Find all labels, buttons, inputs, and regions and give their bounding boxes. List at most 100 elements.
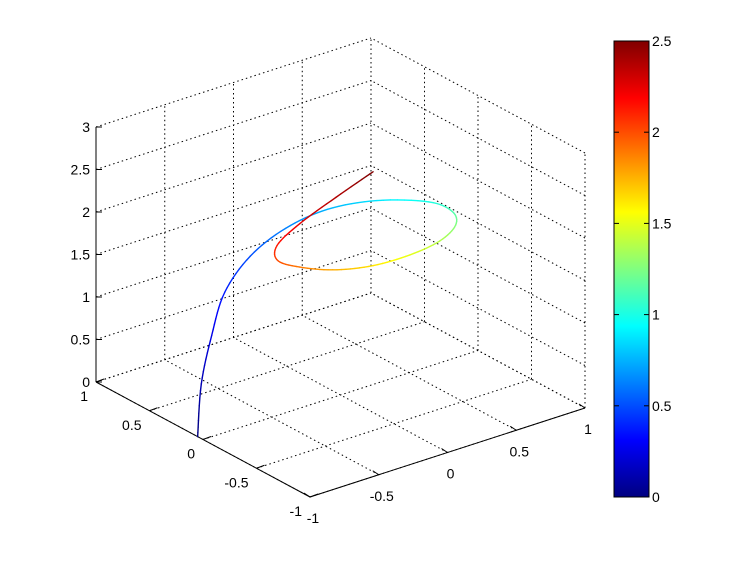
series-0-segment — [216, 313, 217, 318]
series-0-segment — [322, 204, 327, 207]
series-0-segment — [352, 203, 358, 204]
series-0-segment — [322, 209, 328, 211]
series-0-segment — [243, 260, 247, 264]
series-0-segment — [341, 190, 346, 194]
series-0-segment — [392, 259, 397, 260]
series-0-segment — [267, 238, 272, 241]
series-0-segment — [424, 201, 429, 202]
z-tick-label: 1.5 — [71, 247, 91, 263]
colorbar-tick-label: 0 — [652, 489, 660, 505]
x-tick-label: 0.5 — [510, 443, 530, 459]
z-tick-label: 2.5 — [71, 162, 91, 178]
grid-line — [150, 322, 425, 411]
grid-line — [371, 123, 585, 238]
y-tick-label: -1 — [290, 503, 303, 519]
y-tick — [150, 408, 158, 411]
colorbar: 00.511.522.5 — [614, 33, 672, 505]
series-0-segment — [199, 398, 200, 406]
series-0-segment — [219, 303, 221, 308]
series-0-segment — [327, 201, 332, 204]
series-0-segment — [214, 319, 215, 325]
grid-line — [96, 208, 371, 297]
grid-line — [96, 123, 371, 212]
z-tick-label: 0.5 — [71, 332, 91, 348]
series-0-segment — [200, 391, 201, 398]
x-tick-label: -0.5 — [370, 488, 394, 504]
y-tick — [310, 494, 318, 497]
series-0-segment — [331, 197, 336, 200]
y-tick-label: 0 — [187, 446, 195, 462]
series-0-segment — [222, 292, 224, 297]
y-tick-label: -0.5 — [224, 474, 248, 490]
grid-line — [96, 293, 371, 382]
series-0-segment — [276, 231, 281, 234]
colorbar-gradient — [614, 41, 649, 497]
series-0-segment — [247, 256, 251, 260]
series-0-segment — [362, 176, 367, 179]
series-0-segment — [300, 220, 304, 223]
series-0-segment — [206, 353, 207, 359]
colorbar-tick-label: 0.5 — [652, 398, 672, 414]
series-0-segment — [397, 258, 402, 259]
series-0-segment — [327, 208, 333, 210]
series-0-segment — [225, 288, 228, 293]
series-0-segment — [370, 172, 373, 174]
z-tick-label: 1 — [82, 289, 90, 305]
z-tick-label: 2 — [82, 204, 90, 220]
series-0-segment — [217, 308, 219, 313]
grid-line — [257, 379, 532, 468]
series-0-segment — [213, 324, 214, 330]
series-0-segment — [203, 365, 204, 371]
colorbar-tick-label: 2.5 — [652, 33, 672, 49]
z-tick-label: 3 — [82, 119, 90, 135]
series-0-segment — [333, 206, 339, 207]
y-tick-label: 1 — [80, 388, 88, 404]
x-tick — [510, 426, 516, 430]
y-tick — [203, 437, 211, 440]
data-series — [198, 172, 457, 437]
series-0-segment — [418, 201, 424, 202]
series-0-segment — [227, 283, 230, 288]
series-0-segment — [351, 183, 356, 187]
series-0-segment — [364, 201, 370, 202]
series-0-segment — [271, 234, 276, 237]
series-0-segment — [290, 223, 295, 226]
x-tick-label: -1 — [307, 510, 320, 526]
grid-line — [371, 251, 585, 366]
grid-line — [371, 38, 585, 153]
series-0-segment — [387, 261, 392, 262]
series-0-segment — [383, 262, 388, 263]
grid-line — [371, 208, 585, 323]
series-0-segment — [345, 204, 351, 205]
grid-line — [96, 251, 371, 340]
series-0-segment — [346, 187, 351, 191]
series-0-segment — [201, 378, 202, 384]
x-tick-label: 0 — [447, 466, 455, 482]
colorbar-tick-label: 1 — [652, 307, 660, 323]
series-0-segment — [209, 341, 210, 347]
y-tick — [257, 465, 265, 468]
colorbar-tick-label: 2 — [652, 124, 660, 140]
series-0-segment — [358, 202, 364, 203]
series-0-segment — [239, 264, 242, 268]
series-0-segment — [207, 347, 208, 353]
grid-line — [203, 351, 478, 440]
grid-line — [96, 38, 371, 127]
series-0-segment — [371, 201, 377, 202]
series-0-segment — [236, 269, 239, 274]
series-0-segment — [357, 179, 362, 182]
series-0-segment — [317, 207, 322, 210]
series-0-segment — [254, 248, 258, 252]
series-0-segment — [373, 265, 378, 266]
x-tick — [579, 404, 585, 408]
x-tick-label: 1 — [584, 421, 592, 437]
series-0-segment — [220, 298, 222, 303]
x-tick — [442, 449, 448, 453]
series-0-segment — [205, 359, 206, 365]
series-0-segment — [250, 252, 254, 256]
series-0-segment — [378, 263, 383, 264]
series-0-segment — [295, 220, 300, 223]
series-0-segment — [200, 384, 201, 391]
